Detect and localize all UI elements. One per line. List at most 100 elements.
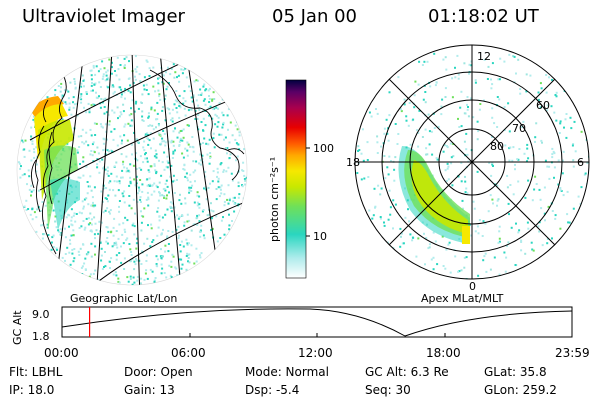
noise-pixel: [127, 169, 130, 172]
noise-pixel: [426, 60, 429, 63]
noise-pixel: [580, 130, 583, 133]
noise-pixel: [116, 246, 119, 249]
noise-pixel: [172, 144, 175, 147]
noise-pixel: [177, 234, 180, 237]
noise-pixel: [143, 88, 146, 91]
noise-pixel: [184, 202, 187, 205]
noise-pixel: [215, 188, 218, 190]
noise-pixel: [186, 141, 189, 144]
noise-pixel: [136, 279, 139, 282]
noise-pixel: [99, 86, 102, 88]
noise-pixel: [141, 190, 144, 193]
noise-pixel: [413, 94, 416, 97]
noise-pixel: [18, 162, 21, 165]
noise-pixel: [531, 199, 534, 202]
noise-pixel: [405, 115, 408, 118]
noise-pixel: [448, 241, 451, 244]
noise-pixel: [508, 130, 511, 133]
noise-pixel: [208, 162, 211, 165]
noise-pixel: [179, 250, 182, 253]
noise-pixel: [77, 168, 80, 170]
noise-pixel: [130, 251, 133, 253]
noise-pixel: [102, 75, 105, 78]
noise-pixel: [82, 160, 85, 163]
noise-pixel: [215, 215, 218, 218]
noise-pixel: [203, 137, 206, 140]
noise-pixel: [124, 123, 127, 126]
noise-pixel: [464, 191, 467, 194]
noise-pixel: [487, 210, 490, 213]
noise-pixel: [573, 120, 576, 123]
status-glat: GLat: 35.8: [484, 365, 547, 379]
noise-pixel: [136, 192, 139, 195]
noise-pixel: [120, 96, 123, 99]
noise-pixel: [146, 157, 148, 160]
noise-pixel: [203, 237, 206, 240]
noise-pixel: [210, 209, 213, 212]
noise-pixel: [120, 142, 123, 145]
noise-pixel: [519, 88, 522, 90]
noise-pixel: [149, 268, 152, 271]
noise-pixel: [144, 133, 147, 136]
noise-pixel: [111, 85, 114, 88]
noise-pixel: [81, 141, 84, 144]
noise-pixel: [173, 103, 176, 106]
noise-pixel: [470, 64, 473, 67]
noise-pixel: [173, 192, 176, 194]
noise-pixel: [90, 74, 93, 77]
noise-pixel: [115, 258, 118, 261]
noise-pixel: [88, 275, 91, 278]
noise-pixel: [554, 94, 557, 96]
noise-pixel: [125, 56, 128, 59]
noise-pixel: [108, 78, 111, 81]
noise-pixel: [489, 268, 492, 271]
noise-pixel: [171, 157, 174, 159]
noise-pixel: [159, 194, 162, 197]
noise-pixel: [136, 201, 139, 203]
noise-pixel: [78, 227, 81, 229]
app-title: Ultraviolet Imager: [22, 6, 185, 27]
noise-pixel: [210, 229, 212, 231]
noise-pixel: [229, 121, 232, 124]
noise-pixel: [66, 246, 69, 249]
noise-pixel: [86, 192, 89, 195]
noise-pixel: [362, 159, 365, 162]
noise-pixel: [179, 244, 182, 246]
noise-pixel: [186, 154, 189, 157]
noise-pixel: [392, 227, 394, 230]
noise-pixel: [33, 211, 36, 214]
noise-pixel: [554, 214, 557, 217]
noise-pixel: [94, 134, 97, 136]
noise-pixel: [172, 130, 175, 133]
noise-pixel: [191, 136, 194, 138]
noise-pixel: [140, 263, 143, 265]
noise-pixel: [217, 180, 220, 183]
noise-pixel: [82, 174, 85, 177]
noise-pixel: [116, 180, 119, 183]
noise-pixel: [104, 251, 106, 253]
noise-pixel: [178, 144, 181, 146]
noise-pixel: [431, 153, 434, 156]
noise-pixel: [227, 184, 230, 187]
noise-pixel: [178, 140, 181, 143]
noise-pixel: [403, 103, 406, 106]
noise-pixel: [106, 207, 109, 210]
noise-pixel: [129, 182, 132, 185]
noise-pixel: [187, 254, 189, 257]
noise-pixel: [69, 239, 71, 242]
noise-pixel: [129, 260, 132, 262]
noise-pixel: [160, 142, 163, 145]
status-door: Door: Open: [124, 365, 193, 379]
noise-pixel: [24, 139, 27, 142]
noise-pixel: [444, 169, 447, 172]
noise-pixel: [102, 98, 105, 101]
noise-pixel: [109, 267, 111, 269]
noise-pixel: [106, 77, 109, 80]
noise-pixel: [105, 71, 108, 74]
noise-pixel: [185, 76, 188, 79]
noise-pixel: [63, 89, 66, 92]
noise-pixel: [487, 65, 490, 68]
noise-pixel: [133, 225, 136, 228]
noise-pixel: [130, 143, 133, 146]
noise-pixel: [396, 143, 399, 145]
